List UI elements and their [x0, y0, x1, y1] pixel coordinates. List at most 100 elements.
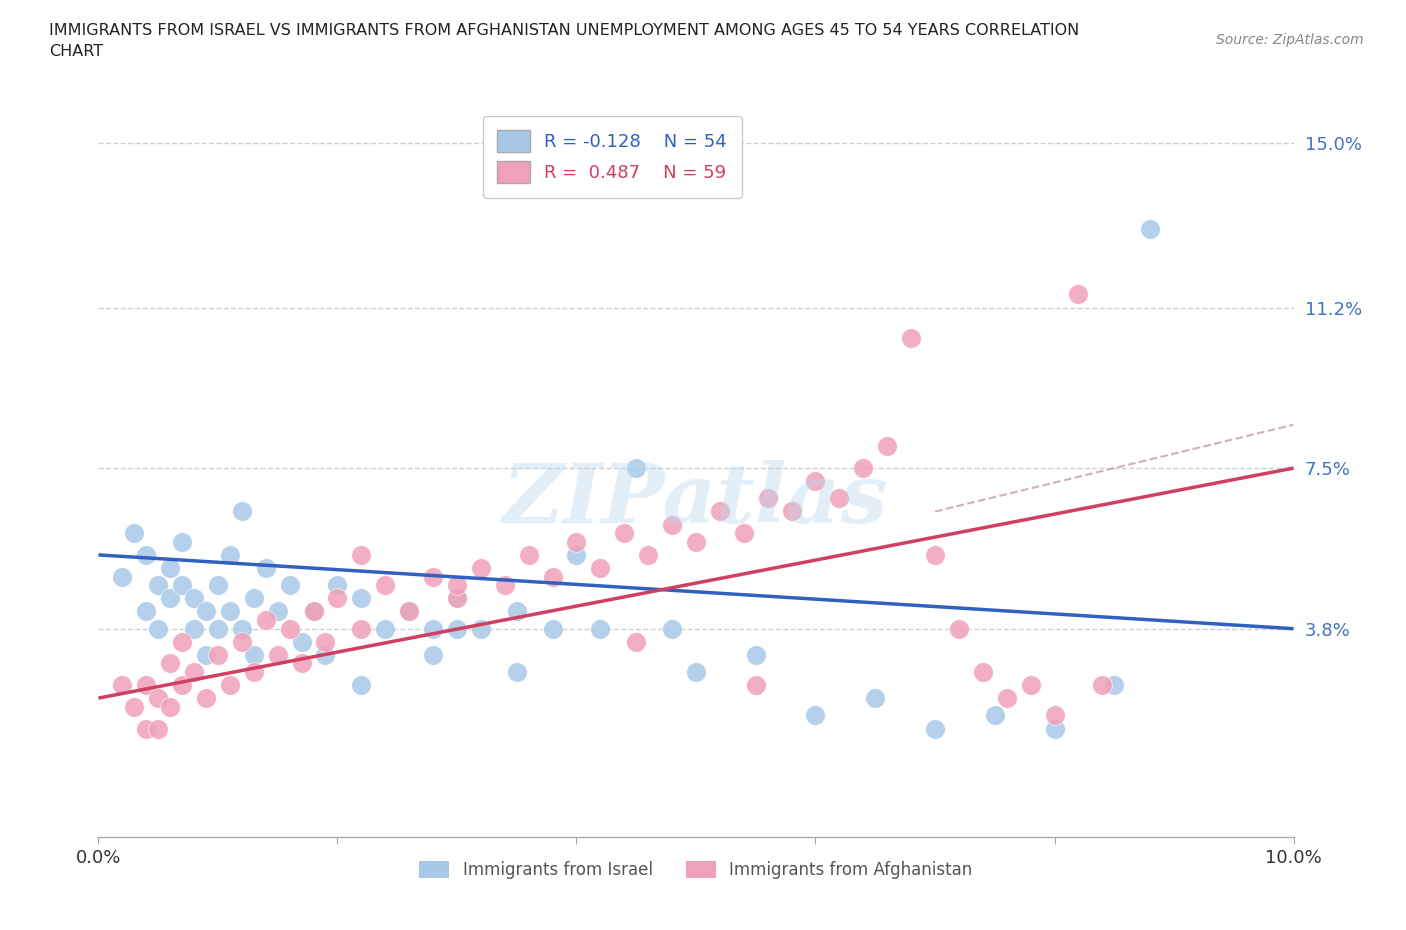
Point — [135, 721, 157, 736]
Point — [565, 548, 588, 563]
Point — [398, 604, 420, 618]
Point — [745, 678, 768, 693]
Point — [183, 621, 205, 636]
Point — [995, 691, 1018, 706]
Point — [148, 621, 170, 636]
Point — [302, 604, 325, 618]
Point — [661, 517, 683, 532]
Point — [780, 504, 803, 519]
Point — [1043, 721, 1066, 736]
Point — [685, 665, 707, 680]
Point — [315, 634, 337, 649]
Point — [374, 621, 396, 636]
Point — [470, 621, 492, 636]
Point — [924, 548, 946, 563]
Point — [637, 548, 659, 563]
Point — [135, 604, 157, 618]
Point — [124, 525, 146, 540]
Point — [302, 604, 325, 618]
Point — [804, 708, 827, 723]
Point — [733, 525, 755, 540]
Point — [231, 504, 253, 519]
Point — [278, 578, 301, 592]
Point — [207, 647, 229, 662]
Point — [124, 699, 146, 714]
Point — [494, 578, 516, 592]
Point — [254, 613, 277, 628]
Point — [589, 621, 612, 636]
Point — [1019, 678, 1042, 693]
Point — [1139, 222, 1161, 237]
Point — [172, 634, 194, 649]
Point — [541, 621, 564, 636]
Point — [804, 473, 827, 488]
Point — [565, 535, 588, 550]
Point — [135, 548, 157, 563]
Point — [613, 525, 636, 540]
Point — [398, 604, 420, 618]
Point — [135, 678, 157, 693]
Point — [517, 548, 540, 563]
Point — [172, 578, 194, 592]
Point — [231, 634, 253, 649]
Point — [183, 665, 205, 680]
Point — [1091, 678, 1114, 693]
Point — [315, 647, 337, 662]
Text: IMMIGRANTS FROM ISRAEL VS IMMIGRANTS FROM AFGHANISTAN UNEMPLOYMENT AMONG AGES 45: IMMIGRANTS FROM ISRAEL VS IMMIGRANTS FRO… — [49, 23, 1080, 60]
Point — [267, 647, 290, 662]
Point — [506, 604, 529, 618]
Point — [350, 678, 373, 693]
Point — [626, 634, 648, 649]
Point — [685, 535, 707, 550]
Point — [243, 591, 266, 605]
Legend: Immigrants from Israel, Immigrants from Afghanistan: Immigrants from Israel, Immigrants from … — [413, 855, 979, 886]
Point — [470, 561, 492, 576]
Point — [111, 678, 134, 693]
Point — [972, 665, 994, 680]
Point — [326, 578, 349, 592]
Point — [541, 569, 564, 584]
Point — [506, 665, 529, 680]
Point — [326, 591, 349, 605]
Point — [195, 604, 218, 618]
Point — [243, 665, 266, 680]
Point — [291, 634, 314, 649]
Point — [231, 621, 253, 636]
Text: Source: ZipAtlas.com: Source: ZipAtlas.com — [1216, 33, 1364, 46]
Point — [148, 691, 170, 706]
Point — [148, 578, 170, 592]
Point — [865, 691, 887, 706]
Point — [159, 699, 181, 714]
Point — [446, 621, 468, 636]
Point — [183, 591, 205, 605]
Point — [422, 569, 444, 584]
Point — [219, 548, 242, 563]
Point — [278, 621, 301, 636]
Point — [267, 604, 290, 618]
Point — [350, 621, 373, 636]
Point — [148, 721, 170, 736]
Point — [172, 678, 194, 693]
Point — [852, 460, 875, 475]
Text: ZIPatlas: ZIPatlas — [503, 460, 889, 540]
Point — [900, 330, 922, 345]
Point — [111, 569, 134, 584]
Point — [446, 591, 468, 605]
Point — [446, 591, 468, 605]
Point — [745, 647, 768, 662]
Point — [948, 621, 970, 636]
Point — [291, 656, 314, 671]
Point — [159, 561, 181, 576]
Point — [984, 708, 1007, 723]
Point — [828, 491, 851, 506]
Point — [219, 604, 242, 618]
Point — [207, 578, 229, 592]
Point — [709, 504, 731, 519]
Point — [207, 621, 229, 636]
Point — [1067, 287, 1090, 302]
Point — [254, 561, 277, 576]
Point — [172, 535, 194, 550]
Point — [446, 578, 468, 592]
Point — [195, 647, 218, 662]
Point — [350, 591, 373, 605]
